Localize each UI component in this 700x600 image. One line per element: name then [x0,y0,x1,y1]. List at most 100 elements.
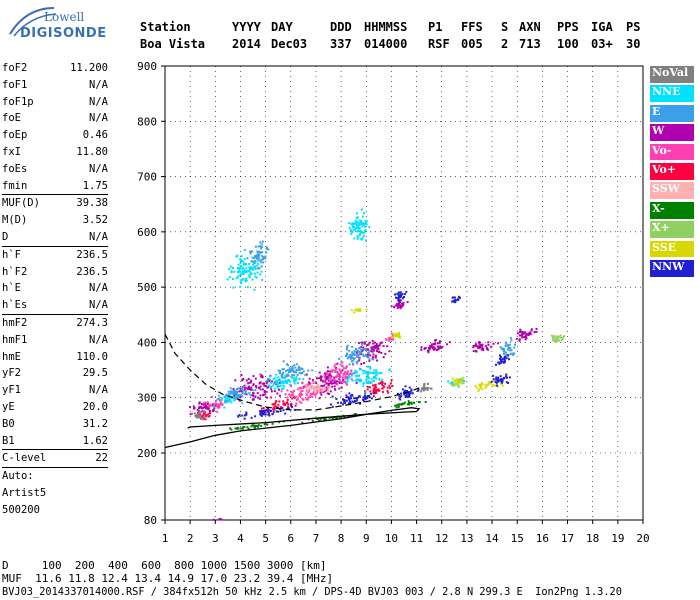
echo-point [438,341,441,344]
echo-point [312,391,315,394]
echo-point [392,334,395,337]
param-name: foEp [2,129,28,142]
echo-point [362,381,365,384]
echo-point [272,410,275,413]
echo-point [379,372,382,375]
echo-point [487,343,490,346]
echo-point [284,381,286,384]
echo-point [252,383,255,386]
echo-point [356,237,359,240]
echo-point [324,418,327,421]
echo-point [259,388,262,391]
echo-point [331,370,334,373]
echo-point [232,388,235,390]
echo-point [361,343,364,346]
echo-point [315,392,318,395]
echo-point [481,388,484,391]
echo-point [262,256,265,259]
echo-point [563,335,566,338]
echo-point [341,403,344,406]
echo-point [375,369,378,372]
legend-item: W [650,124,694,141]
echo-point [404,389,406,392]
echo-point [220,396,223,399]
echo-point [285,370,287,373]
echo-point [385,338,388,341]
echo-point [358,227,361,230]
echo-point [350,223,353,226]
echo-point [327,384,330,387]
echo-point [362,234,365,237]
echo-point [275,399,278,402]
echo-point [227,390,230,393]
echo-point [277,410,280,413]
param-name: Artist5 [2,486,47,499]
echo-point [267,410,270,413]
legend-item: Vo- [650,143,694,161]
echo-point [265,409,268,412]
echo-point [367,373,370,376]
echo-point [323,375,326,378]
echo-point [360,379,363,382]
echo-point [205,405,208,408]
echo-point [353,357,356,360]
param-row: foF1p N/A [2,94,108,111]
echo-point [558,339,561,342]
param-name: hmF2 [2,316,28,329]
echo-point [492,384,494,387]
echo-point [244,414,246,417]
echo-point [428,348,431,351]
param-name: hmF1 [2,333,28,346]
echo-point [286,379,289,382]
echo-point [358,219,361,222]
echo-point [254,272,256,275]
x-tick-label: 20 [636,532,649,545]
echo-point [298,394,301,397]
echo-point [277,369,280,372]
echo-point [252,263,255,266]
echo-point [421,388,424,391]
echo-point [340,402,343,404]
echo-point [350,378,353,381]
echo-point [345,348,348,351]
echo-point [296,374,299,376]
echo-point [364,220,367,223]
echo-point [260,407,263,410]
echo-point [277,376,280,379]
echo-point [326,392,329,395]
echo-point [241,266,244,269]
echo-point [515,337,518,340]
echo-point [366,375,369,378]
echo-point [345,366,348,369]
echo-point [419,390,422,393]
echo-point [328,376,331,379]
echo-point [232,286,235,289]
echo-point [274,379,277,382]
echo-point [235,390,237,393]
echo-point [501,347,504,350]
echo-point [294,366,297,369]
echo-point [234,393,237,396]
echo-point [272,382,275,385]
echo-point [259,410,262,413]
echo-point [281,375,284,378]
echo-point [371,339,374,342]
echo-point [351,362,354,365]
echo-point [396,292,399,295]
y-tick-label: 80 [144,514,157,527]
echo-point [475,350,478,353]
echo-point [238,390,241,393]
echo-point [369,367,372,370]
echo-point [409,401,412,404]
echo-point [501,360,504,363]
echo-point [370,381,373,384]
echo-point [499,356,502,358]
echo-point [202,406,205,409]
echo-point [324,381,327,384]
echo-point [240,279,243,281]
echo-point [390,305,393,308]
x-tick-label: 2 [187,532,194,545]
header-line2-field-10: 03+ [591,37,613,51]
echo-point [550,334,553,337]
echo-point [559,336,562,339]
